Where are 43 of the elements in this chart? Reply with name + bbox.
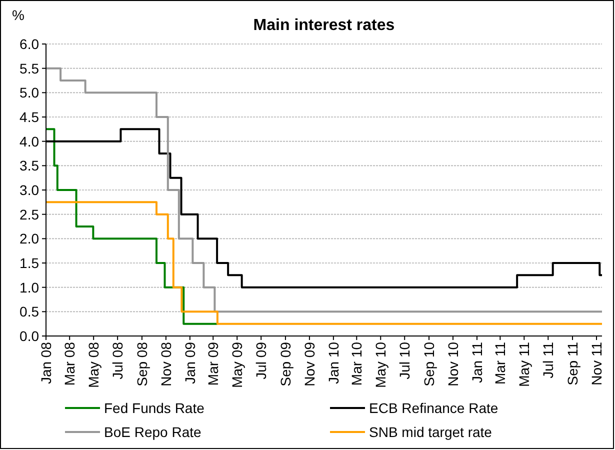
y-tick-label: 3.5 [20,158,40,174]
legend-label: Fed Funds Rate [104,400,205,416]
y-axis-title: % [12,7,24,23]
x-tick-label: Jul 11 [540,342,556,378]
chart-title: Main interest rates [253,17,395,34]
x-tick-label: Mar 10 [348,342,365,386]
y-tick-label: 5.0 [20,84,40,101]
x-tick-label: Nov 10 [444,342,461,386]
x-tick-label: Mar 09 [205,342,222,386]
x-tick-label: Nov 09 [301,342,318,386]
y-tick-label: 1.5 [20,255,40,271]
y-tick-label: 0.0 [20,328,40,344]
x-tick-label: Jul 09 [253,342,270,380]
x-tick-label: Jan 11 [468,342,485,383]
y-tick-label: 3.0 [20,182,40,198]
y-tick-label: 6.0 [20,36,40,52]
y-tick-label: 0.5 [20,304,40,320]
x-tick-label: Nov 11 [588,342,604,386]
y-tick-label: 4.5 [20,109,40,125]
y-tick-label: 2.5 [20,206,40,222]
legend-label: BoE Repo Rate [104,424,202,440]
y-tick-label: 1.0 [20,279,40,296]
y-tick-label: 5.5 [20,60,40,76]
x-tick-label: May 10 [372,342,389,388]
x-tick-label: May 08 [86,342,102,388]
y-tick-label: 4.0 [20,133,40,150]
x-tick-label: Sep 10 [420,342,437,386]
x-tick-label: Sep 09 [277,342,294,386]
x-tick-label: May 09 [229,342,246,388]
legend-label: SNB mid target rate [369,424,492,440]
x-tick-label: Sep 08 [134,342,150,386]
x-tick-label: Sep 11 [564,342,581,386]
x-tick-label: Jan 10 [325,342,342,384]
x-tick-label: Jul 10 [396,342,413,380]
x-tick-label: Mar 11 [492,342,508,385]
x-tick-label: Mar 08 [62,342,78,386]
x-tick-label: Jul 08 [110,342,126,380]
legend-label: ECB Refinance Rate [369,400,498,416]
x-tick-label: Jan 09 [182,342,198,384]
x-tick-label: May 11 [516,342,532,387]
x-tick-label: Nov 08 [158,342,174,386]
x-tick-label: Jan 08 [38,342,54,384]
y-tick-label: 2.0 [20,230,40,247]
